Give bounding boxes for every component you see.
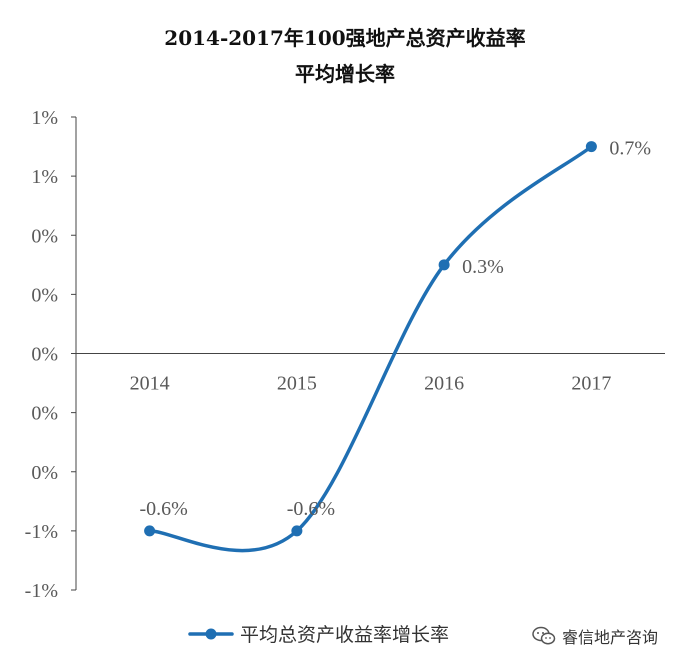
data-point — [438, 259, 450, 271]
data-label: 0.3% — [462, 256, 504, 278]
legend-marker — [205, 628, 217, 640]
x-tick-label: 2014 — [130, 373, 170, 395]
y-tick-label: 1% — [31, 107, 58, 129]
y-tick-label: -1% — [25, 521, 58, 543]
y-tick-label: 0% — [31, 403, 58, 425]
chart-subtitle: 平均增长率 — [295, 62, 395, 86]
legend-label: 平均总资产收益率增长率 — [240, 624, 449, 646]
x-tick-label: 2015 — [277, 373, 317, 395]
data-label: 0.7% — [609, 138, 651, 160]
watermark-text: 睿信地产咨询 — [562, 628, 659, 647]
data-point — [291, 525, 303, 537]
y-tick-label: 0% — [31, 225, 58, 247]
y-tick-label: 1% — [31, 166, 58, 188]
y-tick-label: 0% — [31, 344, 58, 366]
x-tick-label: 2017 — [571, 373, 611, 395]
data-point — [585, 141, 597, 153]
y-tick-label: 0% — [31, 462, 58, 484]
y-tick-label: 0% — [31, 284, 58, 306]
data-point — [144, 525, 156, 537]
chart-title: 2014-2017年100强地产总资产收益率 — [164, 26, 526, 50]
data-label: -0.6% — [287, 498, 335, 520]
wechat-icon — [532, 626, 556, 645]
data-label: -0.6% — [139, 498, 187, 520]
series-line — [147, 144, 594, 553]
x-tick-label: 2016 — [424, 373, 464, 395]
y-tick-label: -1% — [25, 580, 58, 602]
watermark: 睿信地产咨询 — [532, 624, 658, 648]
